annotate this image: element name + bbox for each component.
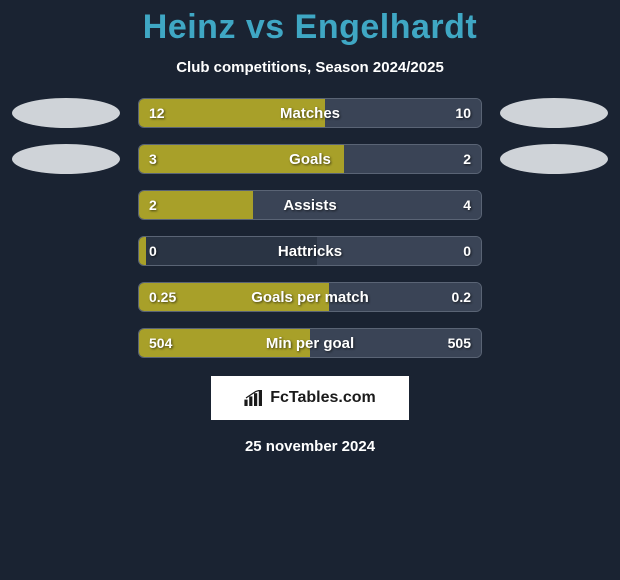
fill-left — [139, 99, 325, 127]
stat-bar: 32Goals — [138, 144, 482, 174]
oval-placeholder — [500, 236, 608, 266]
stat-row: 1210Matches — [0, 98, 620, 128]
fill-right — [344, 145, 481, 173]
stat-row: 0.250.2Goals per match — [0, 282, 620, 312]
branding-badge: FcTables.com — [211, 376, 409, 420]
stat-bar: 504505Min per goal — [138, 328, 482, 358]
date-label: 25 november 2024 — [245, 438, 375, 455]
fill-right — [310, 329, 481, 357]
fill-left — [139, 329, 310, 357]
stat-bar: 1210Matches — [138, 98, 482, 128]
stat-row: 504505Min per goal — [0, 328, 620, 358]
subtitle: Club competitions, Season 2024/2025 — [176, 59, 444, 76]
stat-bar: 00Hattricks — [138, 236, 482, 266]
team-left-oval — [12, 144, 120, 174]
stat-row: 32Goals — [0, 144, 620, 174]
comparison-card: Heinz vs Engelhardt Club competitions, S… — [0, 0, 620, 455]
fill-left — [139, 145, 344, 173]
oval-placeholder — [500, 328, 608, 358]
oval-placeholder — [12, 236, 120, 266]
stat-row: 00Hattricks — [0, 236, 620, 266]
team-right-oval — [500, 98, 608, 128]
oval-placeholder — [500, 190, 608, 220]
page-title: Heinz vs Engelhardt — [143, 8, 477, 47]
fill-right — [325, 99, 481, 127]
stat-bar: 0.250.2Goals per match — [138, 282, 482, 312]
fill-right — [253, 191, 481, 219]
bars-icon — [244, 390, 264, 406]
fill-left — [139, 191, 253, 219]
fill-right — [329, 283, 481, 311]
stat-left-value: 0 — [149, 237, 157, 265]
stat-row: 24Assists — [0, 190, 620, 220]
fill-left — [139, 283, 329, 311]
stats-list: 1210Matches 32Goals 24Assists 00Hattricks 0.… — [0, 98, 620, 358]
stat-bar: 24Assists — [138, 190, 482, 220]
team-left-oval — [12, 98, 120, 128]
fill-right — [317, 237, 481, 265]
oval-placeholder — [12, 328, 120, 358]
fill-left — [139, 237, 146, 265]
oval-placeholder — [12, 282, 120, 312]
oval-placeholder — [12, 190, 120, 220]
team-right-oval — [500, 144, 608, 174]
branding-text: FcTables.com — [270, 389, 376, 407]
oval-placeholder — [500, 282, 608, 312]
